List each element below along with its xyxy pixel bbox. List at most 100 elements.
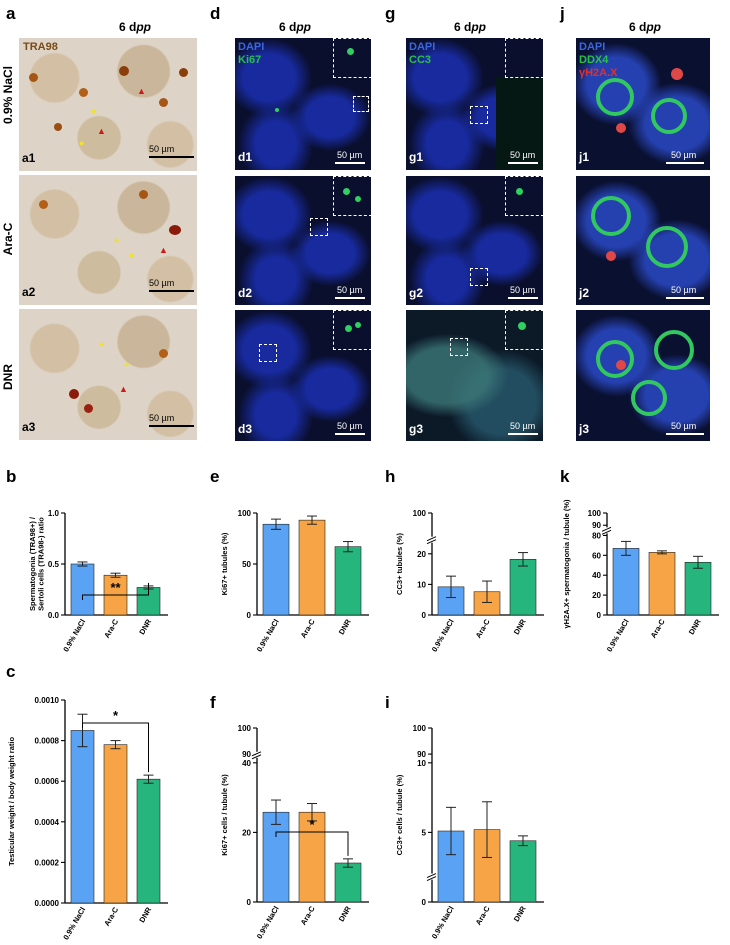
stain-label-cc3: CC3 [409,54,432,66]
stain-label-gh2ax: γH2A.X [579,67,618,79]
image-a3: ● ● ▲ a3 50 µm [19,309,197,440]
sublabel-j3: j3 [579,422,590,436]
scalebar-j2: 50 µm [671,285,697,295]
sublabel-g2: g2 [409,286,424,300]
x-tick-label-k: 0.9% NaCl [605,618,631,654]
x-tick-label-b: 0.9% NaCl [61,618,87,654]
y-tick-label-i: 5 [422,828,427,837]
axis-break-bg-f [252,751,262,758]
scalebar-g3: 50 µm [510,421,536,431]
bar-b-0 [70,563,95,616]
image-j1: DAPI DDX4 γH2A.X j1 50 µm [576,38,710,170]
column-title-d: 6 dpp [278,20,311,34]
sublabel-a1: a1 [22,151,36,165]
y-tick-label-c: 0.0004 [35,818,60,827]
bar-f-2 [334,862,362,903]
panel-label-f: f [210,693,216,712]
x-tick-label-f: 0.9% NaCl [255,905,281,941]
scalebar-j3: 50 µm [671,421,697,431]
x-tick-label-k: Ara-C [649,617,667,640]
chart-e: 0 50 100 Ki67+ tubules (%) 0.9% NaCl Ara-C DNR [220,509,369,654]
axis-break-bg-i [427,873,437,880]
x-tick-label-k: DNR [687,617,703,636]
y-axis-label-b: Spermatogonia (TRA98+) /Sertoli cells (T… [28,516,45,611]
y-tick-label-h: 20 [417,550,426,559]
y-axis-label-c: Testicular weight / body weight ratio [7,737,16,866]
sublabel-d2: d2 [238,286,253,300]
panel-label-j: j [560,4,565,23]
bar-c-1 [103,744,128,904]
row-label-dnr: DNR [1,364,15,390]
sublabel-a2: a2 [22,285,36,299]
stain-label-dapi-g: DAPI [409,41,436,53]
axis-break-h [426,539,437,545]
row-label-arac: Ara-C [1,222,15,256]
panel-label-d: d [210,4,221,23]
image-d1: DAPI Ki67 d1 50 µm [235,38,371,170]
y-tick-label-b: 0.0 [48,611,60,620]
panel-label-h: h [385,467,396,486]
bar-f-0 [262,811,290,903]
scalebar-g1: 50 µm [510,150,536,160]
image-a2: ● ● ▲ a2 50 µm [19,175,197,305]
stain-label-dapi-d: DAPI [238,41,265,53]
panel-label-c: c [6,662,16,681]
row-label-nacl: 0.9% NaCl [1,65,15,125]
y-tick-label-c: 0.0006 [35,777,60,786]
sublabel-g3: g3 [409,422,424,436]
significance-bracket-b [82,582,149,600]
axis-break-i [426,873,437,879]
y-axis-label-f: Ki67+ cells / tubule (%) [220,774,229,856]
x-tick-label-c: DNR [137,905,153,924]
image-d3: d3 50 µm [235,310,371,441]
x-tick-label-h: 0.9% NaCl [430,618,456,654]
y-tick-label-h: 10 [417,580,426,589]
axis-break-bg-k [602,527,612,534]
x-tick-label-h: DNR [512,617,528,636]
y-tick-label-i: 10 [417,759,426,768]
chart-c: 0.0000 0.0002 0.0004 0.0006 0.0008 0.0010 Test… [7,696,168,941]
y-tick-label-b: 0.5 [48,560,60,569]
axis-break-i [426,876,437,882]
y-tick-label-f: 40 [242,759,251,768]
y-tick-label-h: 0 [422,611,427,620]
x-tick-label-f: Ara-C [299,904,317,927]
axis-break-k [601,529,612,535]
sublabel-j2: j2 [579,286,590,300]
x-tick-label-c: Ara-C [102,905,120,928]
y-tick-label-i: 100 [413,724,427,733]
scalebar-j1: 50 µm [671,150,697,160]
x-tick-label-e: DNR [337,617,353,636]
bar-k-1 [648,552,676,616]
bar-k-0 [612,548,640,616]
y-tick-label-e: 50 [242,560,251,569]
column-title-g: 6 dpp [453,20,486,34]
axis-break-bg-h [427,536,437,543]
y-tick-label-c: 0.0008 [35,737,60,746]
x-tick-label-i: Ara-C [474,904,492,927]
panel-label-b: b [6,467,17,486]
sublabel-d1: d1 [238,150,253,164]
chart-h: 0 10 20 100 CC3+ tubules (%) 0.9% NaCl Ara-C DN… [395,509,544,654]
significance-label-c: * [113,708,119,723]
panel-label-a: a [6,4,16,23]
bar-i-2 [509,840,537,903]
stain-label-ki67: Ki67 [238,54,262,66]
x-tick-label-e: 0.9% NaCl [255,618,281,654]
y-axis-label-h: CC3+ tubules (%) [395,533,404,595]
stain-label-tra98: TRA98 [23,41,58,53]
x-tick-label-b: DNR [137,617,153,636]
x-tick-label-c: 0.9% NaCl [61,906,87,941]
y-tick-label-e: 0 [247,611,252,620]
column-title-j: 6 dpp [628,20,661,34]
scalebar-a3: 50 µm [149,413,175,423]
y-tick-label-k: 60 [592,551,601,560]
significance-label-f: * [309,817,315,832]
bar-c-2 [136,778,161,904]
axis-break-k [601,526,612,532]
image-g3: g3 50 µm [406,310,543,441]
significance-label-b: ** [110,580,121,595]
